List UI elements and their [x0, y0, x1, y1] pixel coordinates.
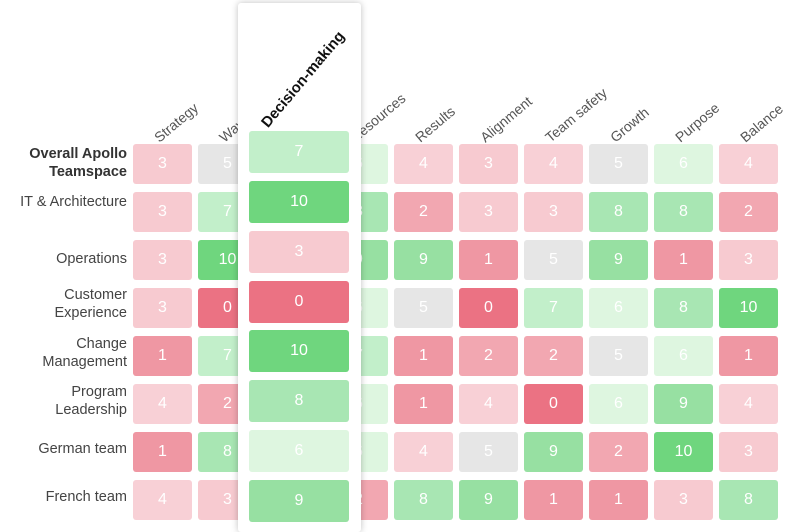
heatmap-cell: 8 — [719, 480, 778, 520]
heatmap-cell: 3 — [459, 192, 518, 232]
column-label: Results — [412, 102, 459, 146]
highlighted-cell[interactable]: 10 — [249, 181, 349, 223]
highlighted-cell[interactable]: 8 — [249, 380, 349, 422]
heatmap-cell: 1 — [394, 336, 453, 376]
highlighted-cell[interactable]: 7 — [249, 131, 349, 173]
heatmap-cell: 3 — [133, 192, 192, 232]
heatmap-cell: 8 — [654, 192, 713, 232]
heatmap-cell: 1 — [654, 240, 713, 280]
heatmap-cell: 3 — [133, 144, 192, 184]
column-label: Purpose — [672, 99, 723, 146]
heatmap-cell: 4 — [133, 480, 192, 520]
row-label: German team — [38, 441, 127, 457]
heatmap-cell: 9 — [459, 480, 518, 520]
heatmap-cell: 1 — [459, 240, 518, 280]
heatmap-cell: 2 — [719, 192, 778, 232]
row-label: IT & Architecture — [20, 194, 127, 210]
highlighted-cell[interactable]: 3 — [249, 231, 349, 273]
heatmap-cell: 3 — [524, 192, 583, 232]
heatmap-cell: 6 — [654, 336, 713, 376]
heatmap-cell: 4 — [719, 144, 778, 184]
heatmap-cell: 4 — [394, 432, 453, 472]
row-label: Change Management — [42, 336, 127, 370]
heatmap-cell: 1 — [133, 432, 192, 472]
column-label: Strategy — [151, 99, 202, 146]
heatmap-cell: 4 — [394, 144, 453, 184]
heatmap-cell: 9 — [394, 240, 453, 280]
heatmap-cell: 5 — [589, 336, 648, 376]
heatmap-cell: 9 — [654, 384, 713, 424]
heatmap-cell: 0 — [459, 288, 518, 328]
heatmap-cell: 10 — [654, 432, 713, 472]
column-label: Alignment — [477, 92, 535, 146]
heatmap-cell: 9 — [524, 432, 583, 472]
column-label: Balance — [737, 100, 785, 146]
heatmap-cell: 5 — [394, 288, 453, 328]
heatmap-cell: 4 — [133, 384, 192, 424]
heatmap-cell: 10 — [719, 288, 778, 328]
heatmap-cell: 3 — [654, 480, 713, 520]
heatmap-cell: 5 — [589, 144, 648, 184]
column-label: Team safety — [542, 84, 611, 146]
heatmap-cell: 4 — [524, 144, 583, 184]
highlighted-cell[interactable]: 0 — [249, 281, 349, 323]
heatmap-cell: 3 — [719, 432, 778, 472]
highlighted-cell[interactable]: 10 — [249, 330, 349, 372]
heatmap-cell: 1 — [719, 336, 778, 376]
heatmap-cell: 6 — [589, 384, 648, 424]
row-label: Overall Apollo Teamspace — [29, 146, 127, 180]
heatmap-cell: 6 — [654, 144, 713, 184]
row-label: Operations — [56, 251, 127, 267]
heatmap-cell: 2 — [524, 336, 583, 376]
heatmap-cell: 4 — [459, 384, 518, 424]
highlighted-cell[interactable]: 6 — [249, 430, 349, 472]
heatmap-cell: 7 — [524, 288, 583, 328]
heatmap-cell: 1 — [133, 336, 192, 376]
heatmap-cell: 3 — [133, 240, 192, 280]
heatmap-cell: 1 — [589, 480, 648, 520]
heatmap-cell: 3 — [459, 144, 518, 184]
highlighted-column-label: Decision-making — [258, 28, 349, 131]
heatmap-cell: 2 — [394, 192, 453, 232]
highlighted-cell[interactable]: 9 — [249, 480, 349, 522]
heatmap-cell: 3 — [719, 240, 778, 280]
heatmap-cell: 8 — [394, 480, 453, 520]
row-label: Customer Experience — [54, 287, 127, 321]
row-label: French team — [45, 489, 127, 505]
heatmap-cell: 3 — [133, 288, 192, 328]
heatmap-cell: 4 — [719, 384, 778, 424]
heatmap-cell: 1 — [524, 480, 583, 520]
heatmap-cell: 2 — [589, 432, 648, 472]
highlighted-column-panel[interactable]: Decision-making 7 10 3 0 10 8 6 9 — [238, 3, 361, 532]
heatmap-cell: 5 — [459, 432, 518, 472]
heatmap-cell: 2 — [459, 336, 518, 376]
column-label: Growth — [607, 103, 652, 146]
heatmap-cell: 0 — [524, 384, 583, 424]
heatmap-cell: 5 — [524, 240, 583, 280]
heatmap-cell: 9 — [589, 240, 648, 280]
heatmap-cell: 1 — [394, 384, 453, 424]
heatmap-cell: 8 — [654, 288, 713, 328]
heatmap-cell: 6 — [589, 288, 648, 328]
row-label: Program Leadership — [55, 384, 127, 418]
heatmap-cell: 8 — [589, 192, 648, 232]
